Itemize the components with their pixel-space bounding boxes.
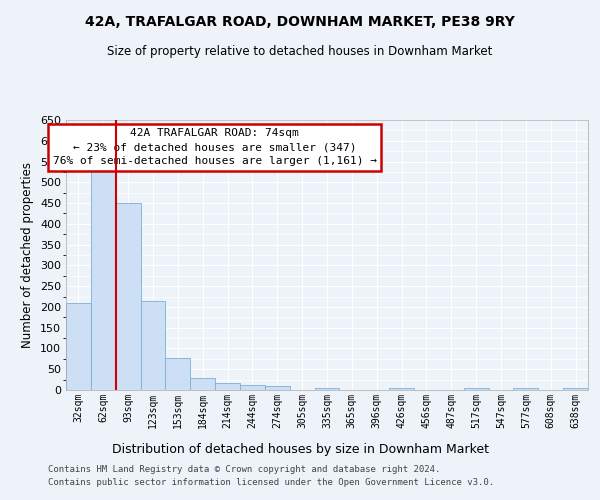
Bar xyxy=(166,358,190,390)
Bar xyxy=(240,384,265,390)
Bar xyxy=(66,303,91,390)
Y-axis label: Number of detached properties: Number of detached properties xyxy=(22,162,34,348)
Bar xyxy=(91,170,116,390)
Text: Contains public sector information licensed under the Open Government Licence v3: Contains public sector information licen… xyxy=(48,478,494,487)
Text: 42A, TRAFALGAR ROAD, DOWNHAM MARKET, PE38 9RY: 42A, TRAFALGAR ROAD, DOWNHAM MARKET, PE3… xyxy=(85,15,515,29)
Bar xyxy=(389,388,414,390)
Text: 42A TRAFALGAR ROAD: 74sqm
← 23% of detached houses are smaller (347)
76% of semi: 42A TRAFALGAR ROAD: 74sqm ← 23% of detac… xyxy=(53,128,377,166)
Bar xyxy=(514,388,538,390)
Bar xyxy=(314,388,340,390)
Text: Size of property relative to detached houses in Downham Market: Size of property relative to detached ho… xyxy=(107,45,493,58)
Bar xyxy=(215,382,240,390)
Bar xyxy=(563,388,588,390)
Bar xyxy=(116,203,140,390)
Bar xyxy=(464,388,488,390)
Bar xyxy=(140,300,166,390)
Text: Distribution of detached houses by size in Downham Market: Distribution of detached houses by size … xyxy=(112,442,488,456)
Text: Contains HM Land Registry data © Crown copyright and database right 2024.: Contains HM Land Registry data © Crown c… xyxy=(48,466,440,474)
Bar xyxy=(190,378,215,390)
Bar xyxy=(265,386,290,390)
